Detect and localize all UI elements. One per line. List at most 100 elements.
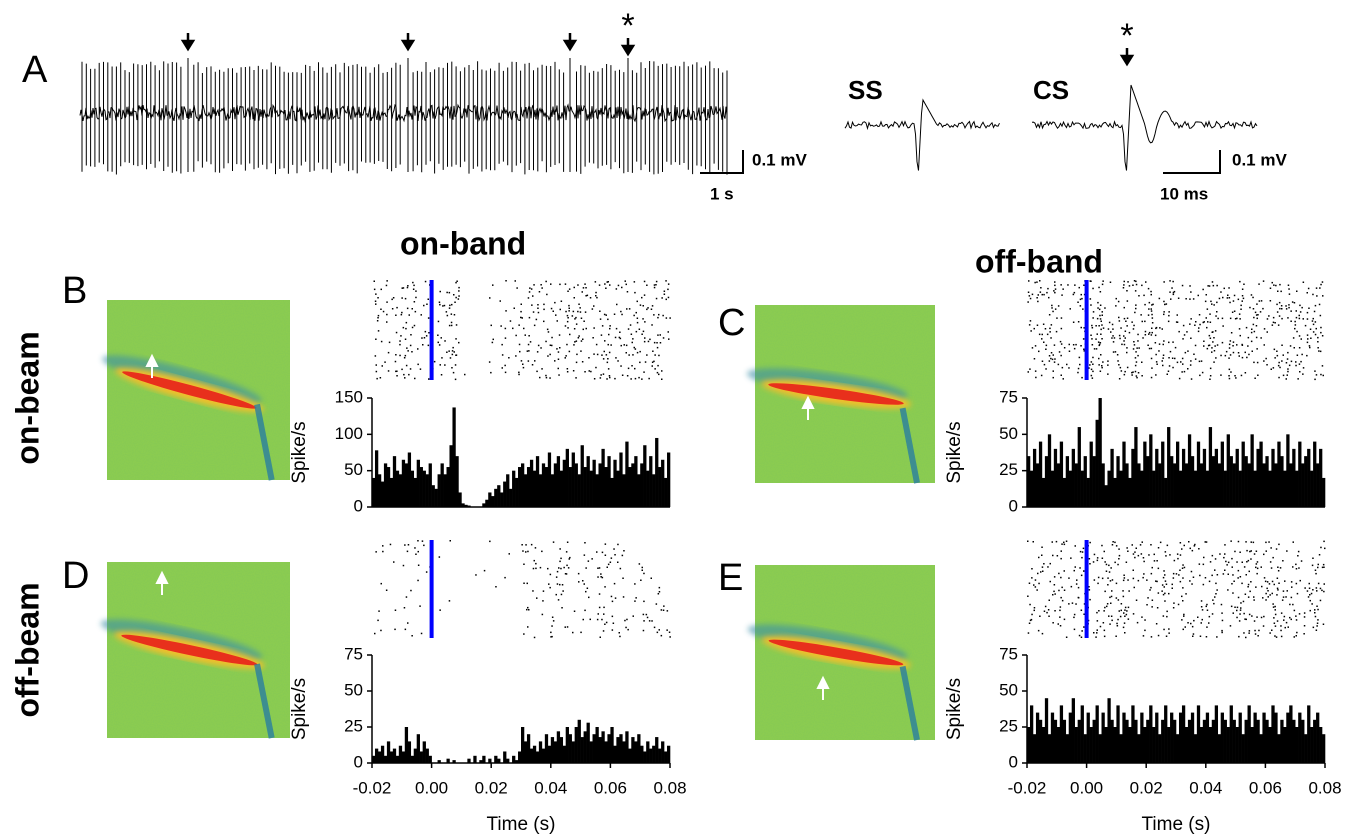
raster-dot: [600, 334, 603, 336]
raster-dot: [1102, 622, 1105, 624]
raster-dot: [1098, 610, 1100, 612]
raster-dot: [1115, 297, 1117, 300]
bar: [1086, 712, 1090, 763]
raster-dot: [581, 361, 584, 363]
raster-dot: [391, 308, 394, 310]
bar: [523, 741, 528, 763]
raster-dot: [1316, 622, 1319, 624]
raster-dot: [1220, 603, 1223, 606]
raster-dot: [1133, 280, 1136, 282]
raster-dot: [518, 324, 520, 326]
raster-dot: [1250, 541, 1252, 543]
raster-dot: [1082, 547, 1085, 550]
raster-dot: [1190, 337, 1192, 339]
raster-dot: [1071, 602, 1074, 604]
panel-label: B: [62, 270, 87, 312]
raster-dot: [1164, 580, 1167, 582]
raster-dot: [567, 290, 569, 292]
raster-dot: [1279, 307, 1281, 310]
raster-dot: [1096, 620, 1099, 622]
raster-dot: [629, 324, 632, 326]
raster-dot: [1206, 347, 1209, 350]
raster-dot: [504, 364, 506, 367]
raster-dot: [1241, 288, 1244, 290]
bar: [1074, 463, 1078, 507]
raster-dot: [667, 331, 669, 333]
raster-dot: [1233, 294, 1236, 297]
bar: [1262, 463, 1266, 507]
raster-dot: [1249, 590, 1251, 593]
raster-dot: [599, 310, 601, 312]
bar: [544, 467, 549, 507]
raster-dot: [1228, 297, 1231, 299]
raster-dot: [1151, 331, 1153, 334]
raster-dot: [1190, 318, 1192, 320]
raster-dot: [1050, 337, 1052, 339]
raster-dot: [627, 328, 630, 330]
raster-dot: [524, 334, 526, 336]
raster-dot: [1228, 368, 1231, 371]
raster-dot: [541, 550, 543, 553]
raster-dot: [1216, 344, 1219, 346]
raster-dot: [1098, 308, 1101, 311]
bar: [652, 745, 656, 763]
raster-dot: [1091, 344, 1094, 346]
raster-dot: [1043, 363, 1046, 366]
bar: [1038, 719, 1043, 763]
raster-dot: [1128, 590, 1130, 592]
raster-dot: [1161, 584, 1164, 586]
raster-dot: [1037, 572, 1039, 575]
raster-dot: [1265, 592, 1267, 595]
bar: [1092, 456, 1096, 507]
raster-dot: [1206, 603, 1208, 606]
raster-dot: [527, 626, 529, 628]
raster-dot: [1054, 593, 1056, 595]
raster-dot: [1124, 609, 1126, 611]
bar: [595, 474, 599, 507]
raster-dot: [611, 600, 614, 603]
raster-dot: [1181, 357, 1184, 360]
raster-dot: [1061, 366, 1064, 369]
raster-dot: [1075, 343, 1077, 346]
raster-dot: [1131, 374, 1133, 376]
raster-dot: [639, 361, 641, 364]
raster-dot: [404, 628, 407, 631]
raster-dot: [1177, 297, 1180, 299]
raster-dot: [1192, 576, 1195, 578]
raster-dot: [566, 343, 568, 346]
raster-dot: [1172, 572, 1175, 575]
raster-dot: [1221, 612, 1223, 614]
bar: [646, 741, 650, 763]
raster-dot: [533, 559, 535, 562]
raster-dot: [1236, 561, 1238, 563]
raster-dot: [1322, 563, 1325, 566]
raster-dot: [1202, 288, 1204, 291]
raster-dot: [1141, 320, 1143, 323]
raster-dot: [1256, 361, 1259, 364]
bar: [1027, 456, 1031, 507]
raster-dot: [1038, 350, 1040, 353]
raster-dot: [1046, 333, 1049, 336]
bar: [661, 459, 665, 507]
raster-dot: [1029, 297, 1032, 300]
raster-dot: [1179, 554, 1182, 556]
raster-dot: [614, 597, 617, 599]
raster-dot: [1202, 321, 1204, 324]
raster-dot: [414, 377, 416, 380]
raster-dot: [1322, 623, 1325, 625]
raster-dot: [1173, 602, 1175, 604]
raster-dot: [405, 596, 408, 598]
raster-dot: [455, 296, 457, 299]
raster-dot: [1155, 353, 1157, 356]
raster-dot: [395, 331, 398, 334]
x-tick-label: -0.02: [1008, 778, 1047, 797]
raster-dot: [1303, 625, 1306, 627]
raster-dot: [401, 368, 403, 371]
raster-dot: [554, 301, 556, 304]
bar: [589, 741, 593, 763]
y-axis-label: Spike/s: [289, 421, 310, 483]
raster-dot: [606, 378, 608, 380]
x-tick-label: -0.02: [353, 778, 392, 797]
raster-dot: [540, 284, 542, 286]
raster-dot: [1237, 298, 1240, 301]
